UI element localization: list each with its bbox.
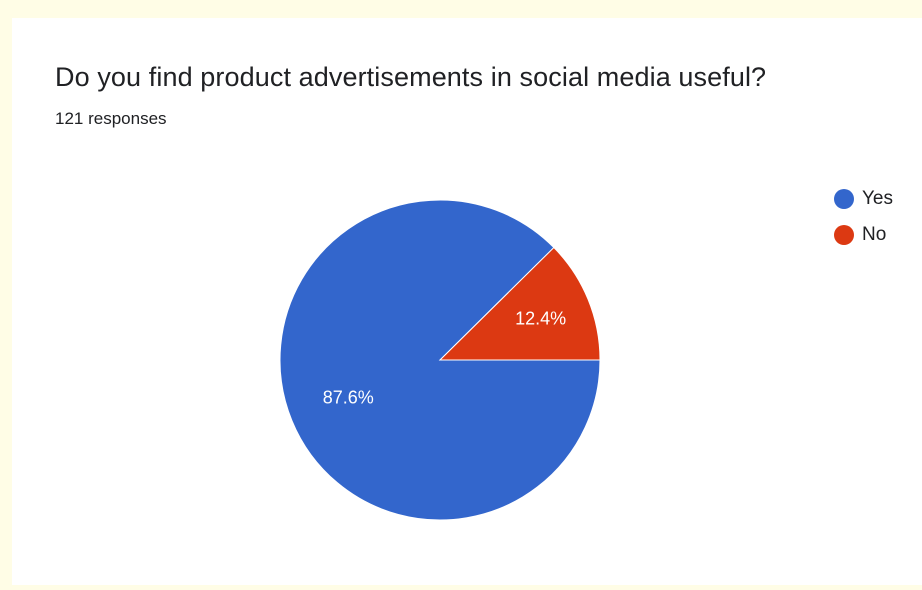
- pie-chart: 87.6% 12.4%: [279, 199, 601, 521]
- chart-legend: Yes No: [834, 186, 893, 258]
- legend-label: Yes: [862, 188, 893, 209]
- legend-swatch-icon: [834, 225, 854, 245]
- legend-item-no[interactable]: No: [834, 222, 893, 248]
- chart-title: Do you find product advertisements in so…: [55, 62, 767, 92]
- pie-label-no: 12.4%: [515, 309, 566, 329]
- legend-swatch-icon: [834, 189, 854, 209]
- chart-card: Do you find product advertisements in so…: [12, 18, 922, 585]
- legend-label: No: [862, 224, 887, 245]
- pie-slice-no[interactable]: [438, 246, 601, 361]
- pie-label-yes: 87.6%: [323, 388, 374, 408]
- legend-item-yes[interactable]: Yes: [834, 186, 893, 212]
- response-count: 121 responses: [55, 109, 167, 128]
